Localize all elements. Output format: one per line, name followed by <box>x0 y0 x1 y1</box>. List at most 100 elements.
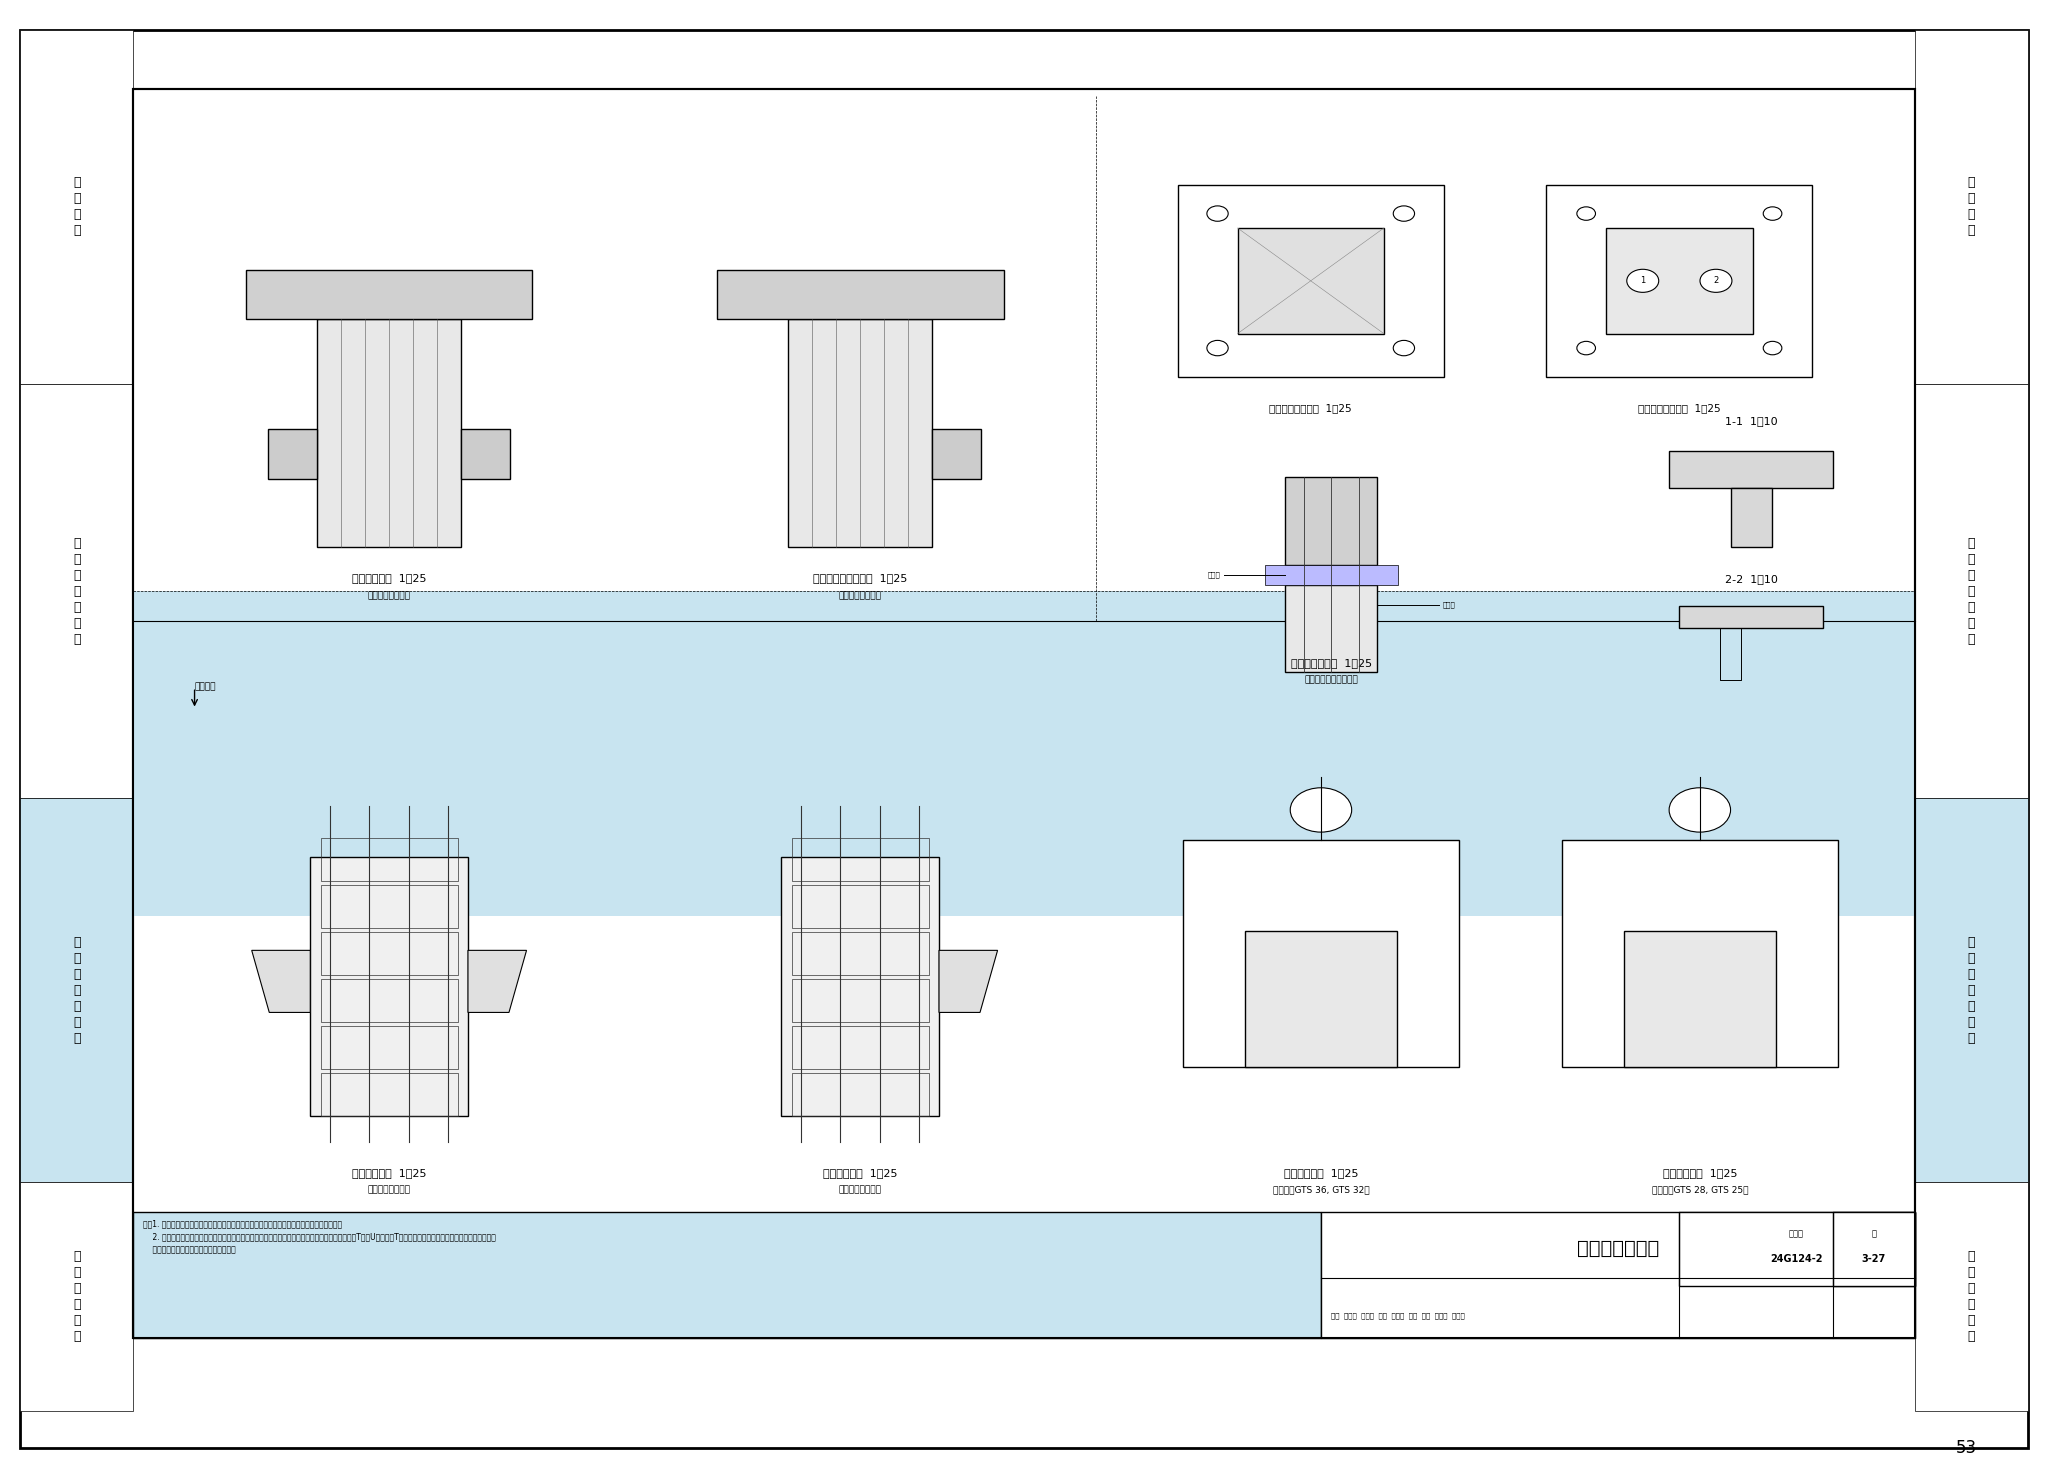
Circle shape <box>1290 788 1352 832</box>
Bar <box>319 978 459 1021</box>
Text: 结
构
施
工
图
示
例: 结 构 施 工 图 示 例 <box>74 936 80 1045</box>
Circle shape <box>1763 341 1782 355</box>
Bar <box>20 384 133 798</box>
Bar <box>319 838 459 881</box>
Text: 排气管定位图  1：25: 排气管定位图 1：25 <box>1284 1168 1358 1178</box>
Text: （牛腿仅为示意）: （牛腿仅为示意） <box>369 591 410 600</box>
Text: 24G124-2: 24G124-2 <box>1769 1255 1823 1264</box>
Polygon shape <box>268 429 317 479</box>
Bar <box>791 1073 930 1116</box>
Text: 构
件
详
图
示
例: 构 件 详 图 示 例 <box>74 1250 80 1344</box>
Polygon shape <box>938 950 997 1012</box>
Bar <box>791 978 930 1021</box>
Circle shape <box>1577 207 1595 220</box>
Text: 出浆孔: 出浆孔 <box>1206 572 1221 578</box>
Bar <box>1546 185 1812 377</box>
Circle shape <box>1700 269 1733 293</box>
Text: 3-27: 3-27 <box>1862 1255 1886 1264</box>
Text: （牛腿双向柱置）: （牛腿双向柱置） <box>369 1185 410 1194</box>
Text: 中柱顶层构造  1：25: 中柱顶层构造 1：25 <box>352 573 426 584</box>
Bar <box>1731 488 1772 547</box>
Bar <box>1669 451 1833 488</box>
Text: 排气管定位图  1：25: 排气管定位图 1：25 <box>1663 1168 1737 1178</box>
Bar <box>1184 840 1458 1067</box>
Circle shape <box>1626 269 1659 293</box>
Bar <box>782 857 938 1116</box>
Bar <box>20 798 133 1182</box>
Bar <box>1915 1182 2028 1411</box>
Text: 建
筑
施
工
图
示
例: 建 筑 施 工 图 示 例 <box>74 537 80 646</box>
Text: 预制柱柱顶俯视图  1：25: 预制柱柱顶俯视图 1：25 <box>1270 403 1352 414</box>
Text: 结
构
施
工
图
示
例: 结 构 施 工 图 示 例 <box>1968 936 1974 1045</box>
Circle shape <box>1577 341 1595 355</box>
Bar <box>1321 1212 1915 1338</box>
Bar <box>1679 1212 1915 1286</box>
Text: 构
件
详
图
示
例: 构 件 详 图 示 例 <box>1968 1250 1974 1344</box>
Text: 预制柱灌浆施工  1：25: 预制柱灌浆施工 1：25 <box>1290 658 1372 668</box>
Bar <box>133 89 1915 1338</box>
Bar <box>319 885 459 928</box>
Text: 53: 53 <box>1956 1440 1976 1457</box>
Bar <box>788 319 932 547</box>
Bar <box>1915 798 2028 1182</box>
Text: （适用于GTS 28, GTS 25）: （适用于GTS 28, GTS 25） <box>1651 1185 1749 1194</box>
Bar <box>311 857 467 1116</box>
Text: 注：1. 本工程在预制柱顶设置混凝土牛腿底板和钢牛腿支承预制梁，以实现预制梁免支架施工。
    2. 预制柱工厂生产时常另量利用固定模台以提高商场施工效率，构: 注：1. 本工程在预制柱顶设置混凝土牛腿底板和钢牛腿支承预制梁，以实现预制梁免支… <box>143 1219 496 1255</box>
Text: （牛腿单向柱置）: （牛腿单向柱置） <box>840 1185 881 1194</box>
Bar <box>319 931 459 975</box>
Text: （牛腿仅为示意）: （牛腿仅为示意） <box>840 591 881 600</box>
Text: （采用连通腔灌浆法）: （采用连通腔灌浆法） <box>1305 675 1358 684</box>
Text: 节点详图（一）: 节点详图（一） <box>1577 1240 1659 1258</box>
Bar <box>133 89 1915 1338</box>
Text: 技
术
策
划: 技 术 策 划 <box>1968 176 1974 238</box>
Bar <box>1833 1212 1915 1286</box>
Text: 图集号: 图集号 <box>1788 1230 1804 1239</box>
Text: 技
术
策
划: 技 术 策 划 <box>74 176 80 238</box>
Polygon shape <box>461 429 510 479</box>
Circle shape <box>1669 788 1731 832</box>
Bar <box>133 1212 1321 1338</box>
Bar <box>1286 477 1376 565</box>
Bar <box>319 1026 459 1069</box>
Text: 边柱、角柱顶层构造  1：25: 边柱、角柱顶层构造 1：25 <box>813 573 907 584</box>
Bar <box>1915 384 2028 798</box>
Text: 单侧牛腿配筋  1：25: 单侧牛腿配筋 1：25 <box>823 1168 897 1178</box>
Circle shape <box>1763 207 1782 220</box>
Text: （适用于GTS 36, GTS 32）: （适用于GTS 36, GTS 32） <box>1272 1185 1370 1194</box>
Bar <box>246 269 532 319</box>
Text: 结构标高: 结构标高 <box>195 683 215 692</box>
Text: 审核  审字及  符字改  校对  顾治声  鼓励  设计  张炳辉  张加敏: 审核 审字及 符字改 校对 顾治声 鼓励 设计 张炳辉 张加敏 <box>1331 1312 1464 1318</box>
Circle shape <box>1393 205 1415 222</box>
Bar <box>1237 228 1384 334</box>
Bar <box>1286 585 1376 672</box>
Text: 建
筑
施
工
图
示
例: 建 筑 施 工 图 示 例 <box>1968 537 1974 646</box>
Text: 1: 1 <box>1640 276 1645 285</box>
Bar <box>1178 185 1444 377</box>
Bar <box>791 838 930 881</box>
Bar <box>1624 931 1776 1067</box>
Text: 2-2  1：10: 2-2 1：10 <box>1724 575 1778 584</box>
Bar <box>317 319 461 547</box>
Text: 1-1  1：10: 1-1 1：10 <box>1724 417 1778 426</box>
Bar <box>791 885 930 928</box>
Bar <box>1266 565 1397 585</box>
Bar <box>133 591 1915 916</box>
Circle shape <box>1206 205 1229 222</box>
Bar <box>1679 606 1823 628</box>
Bar <box>1245 931 1397 1067</box>
Text: 预制柱柱底仰视图  1：25: 预制柱柱底仰视图 1：25 <box>1638 403 1720 414</box>
Bar <box>791 931 930 975</box>
Bar <box>791 1026 930 1069</box>
Circle shape <box>1393 340 1415 356</box>
Bar <box>319 1073 459 1116</box>
Polygon shape <box>252 950 311 1012</box>
Text: 双侧牛腿配筋  1：25: 双侧牛腿配筋 1：25 <box>352 1168 426 1178</box>
Text: 2: 2 <box>1714 276 1718 285</box>
Bar <box>20 30 133 384</box>
Bar <box>1561 840 1839 1067</box>
Polygon shape <box>467 950 526 1012</box>
Text: 灌浆孔: 灌浆孔 <box>1442 602 1456 607</box>
Bar <box>1915 30 2028 384</box>
Bar <box>133 1212 1915 1338</box>
Polygon shape <box>932 429 981 479</box>
